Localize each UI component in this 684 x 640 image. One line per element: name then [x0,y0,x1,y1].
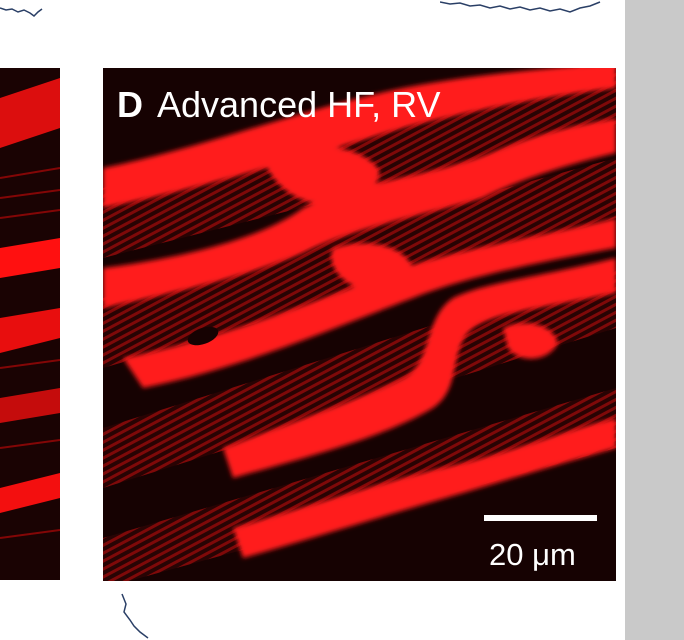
panel-label: D Advanced HF, RV [117,85,440,125]
micrograph-image [103,68,616,581]
micrograph-panel-d: D Advanced HF, RV 20 μm [103,68,616,581]
neighbor-micrograph-panel [0,68,60,580]
scale-bar-label: 20 μm [489,537,576,572]
trace-top-left [0,7,43,17]
trace-top-right [440,1,601,13]
side-gray-bar [625,0,684,640]
panel-letter: D [117,84,143,125]
scale-bar [484,515,597,521]
neighbor-micrograph-image [0,68,60,580]
trace-bottom [121,593,149,639]
panel-title: Advanced HF, RV [157,84,441,125]
nucleus-shadow [187,326,219,346]
